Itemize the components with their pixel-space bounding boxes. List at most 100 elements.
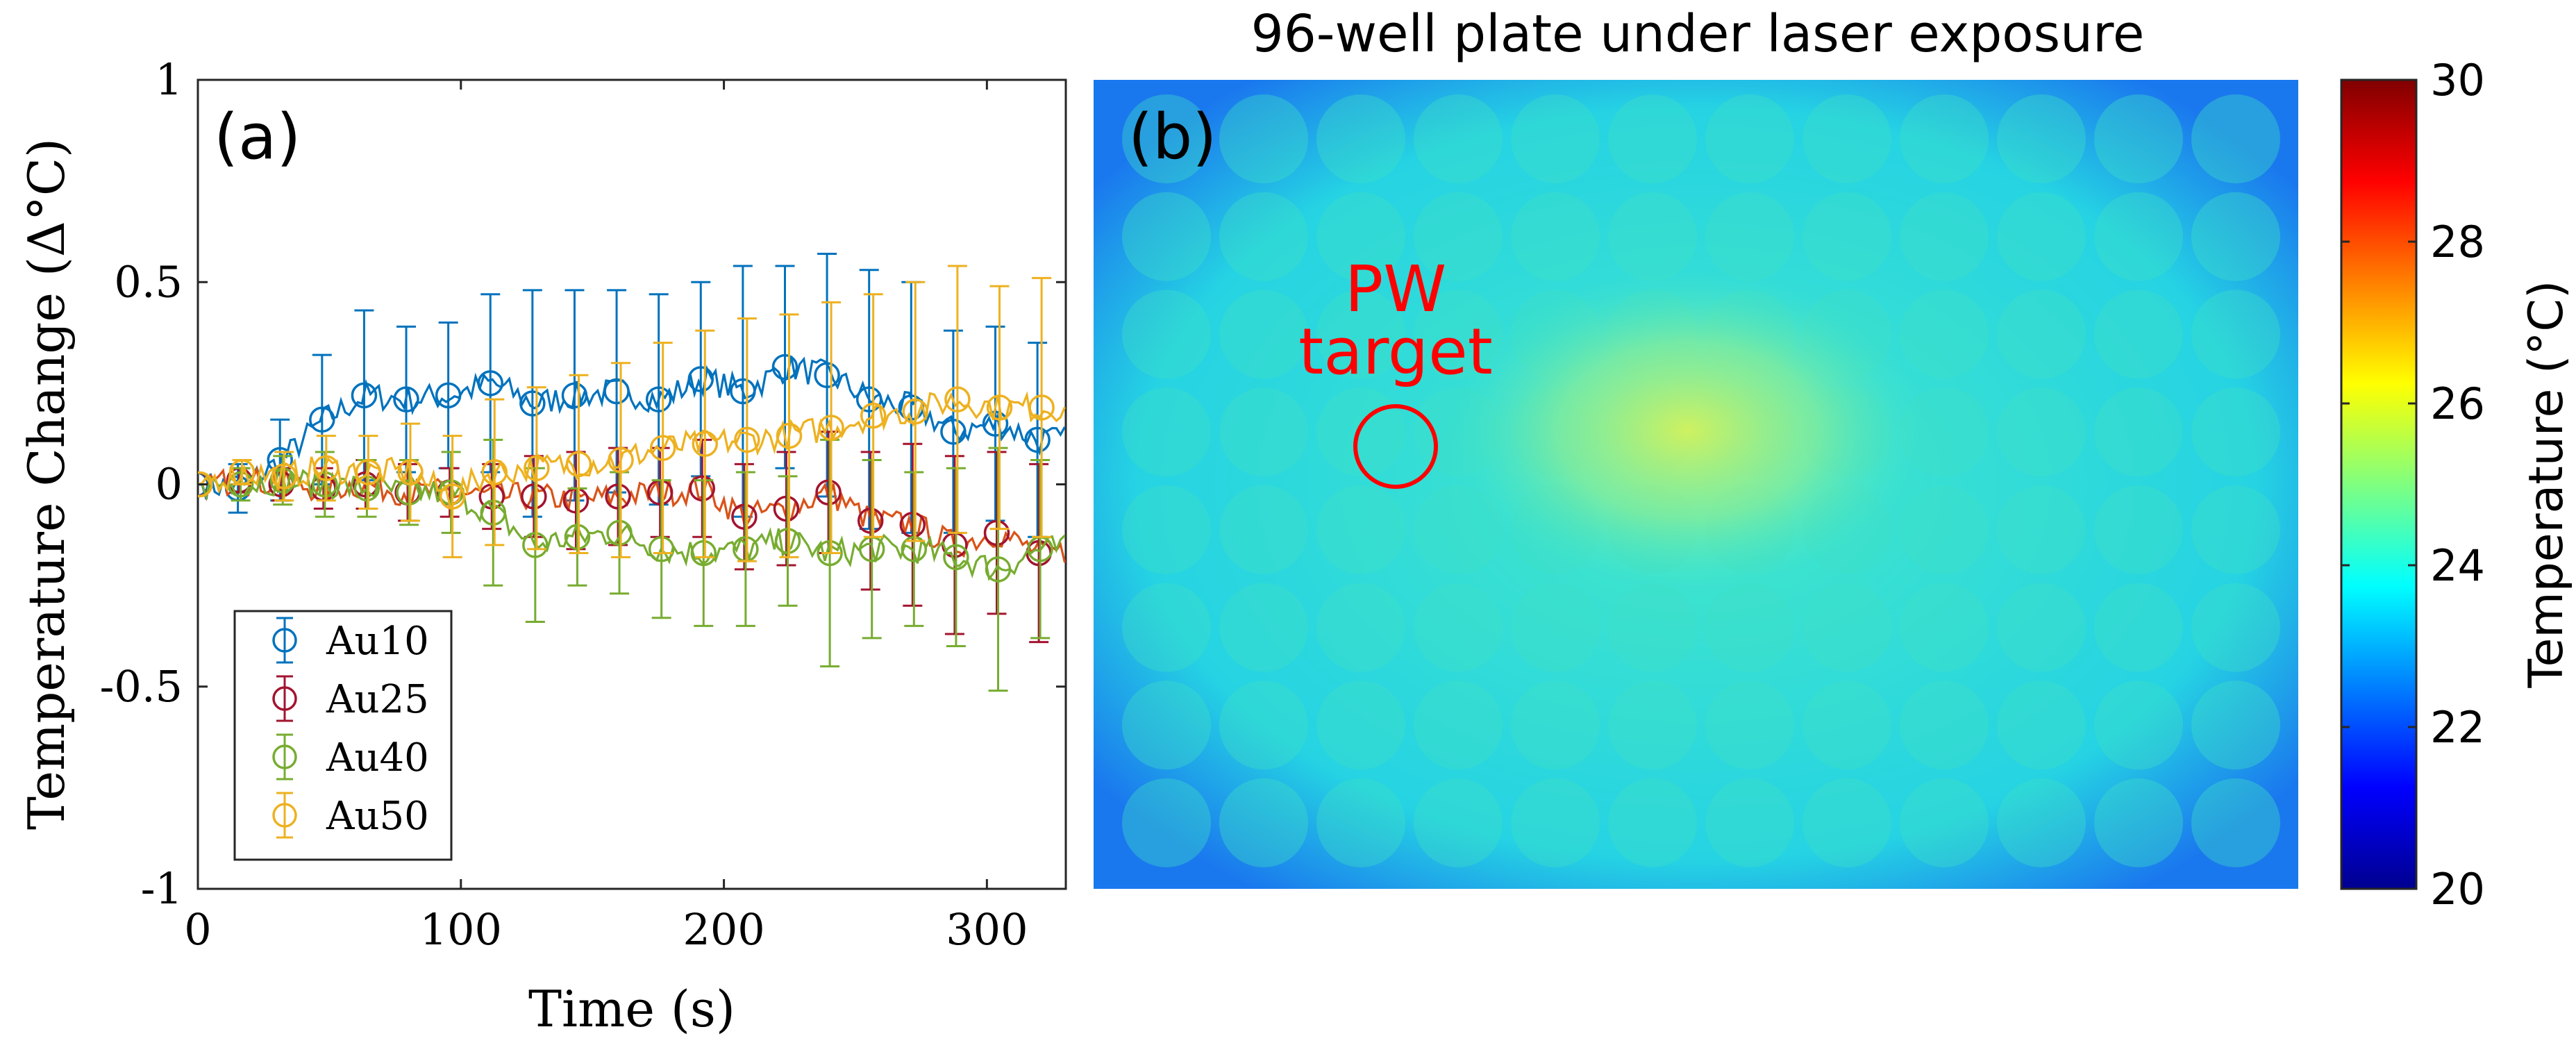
well — [1316, 681, 1405, 770]
well — [1900, 192, 1989, 281]
data-point — [524, 455, 550, 481]
colorbar-tick-label: 20 — [2430, 864, 2485, 915]
well — [1511, 94, 1600, 183]
pw-target-circle — [1353, 404, 1438, 489]
well — [1803, 192, 1891, 281]
well — [1219, 681, 1308, 770]
well — [1997, 485, 2086, 574]
well — [1219, 192, 1308, 281]
well — [1705, 94, 1794, 183]
data-point — [817, 540, 843, 567]
well — [2094, 290, 2183, 379]
series-au50 — [198, 265, 1066, 562]
well — [1122, 192, 1211, 281]
data-point — [734, 426, 760, 453]
well — [1511, 583, 1600, 672]
data-point — [198, 471, 213, 498]
y-tick-label: 0 — [156, 459, 183, 510]
colorbar-tick-label: 30 — [2430, 55, 2485, 106]
data-point — [522, 532, 549, 558]
well — [1219, 290, 1308, 379]
data-point — [477, 370, 503, 397]
legend-box — [233, 610, 453, 861]
data-point — [397, 459, 424, 485]
well — [2094, 485, 2183, 574]
data-point — [901, 535, 928, 562]
y-tick-label: -1 — [141, 863, 183, 914]
legend-label: Au40 — [326, 735, 429, 781]
well — [1414, 583, 1503, 672]
pw-target-label-line2: target — [1298, 315, 1493, 389]
well — [1803, 583, 1891, 672]
series-line — [198, 391, 1066, 510]
x-tick-label: 100 — [420, 904, 502, 955]
well — [2191, 94, 2280, 183]
well — [1511, 778, 1600, 867]
well — [2094, 583, 2183, 672]
well — [1414, 485, 1503, 574]
x-axis-label: Time (s) — [528, 980, 735, 1038]
legend-label: Au10 — [326, 619, 429, 664]
panel-a-line-chart: 0 100 200 300 -1 -0.5 0 0.5 1 (a) Time (s) Tempe… — [17, 54, 1067, 1038]
well — [1803, 778, 1891, 867]
well — [1414, 192, 1503, 281]
well — [2191, 485, 2280, 574]
panel-label-a: (a) — [214, 101, 301, 174]
legend-marker — [272, 803, 297, 828]
x-tick-label: 0 — [184, 904, 211, 955]
data-point — [606, 519, 633, 546]
colorbar: 20 22 24 26 28 30 Temperature (°C) — [2340, 55, 2574, 915]
well — [1316, 192, 1405, 281]
legend-item-au40: Au40 — [272, 733, 429, 781]
data-point — [902, 398, 929, 425]
series-line — [198, 465, 1066, 563]
well — [1997, 192, 2086, 281]
legend-item-au50: Au50 — [272, 792, 429, 839]
data-point — [1024, 426, 1051, 453]
data-point — [648, 535, 675, 562]
well — [2191, 290, 2280, 379]
data-point — [986, 394, 1013, 421]
well — [1122, 387, 1211, 477]
well — [1122, 485, 1211, 574]
well — [1122, 778, 1211, 867]
well — [1608, 681, 1697, 770]
data-point — [690, 540, 717, 567]
colorbar-tick-label: 28 — [2430, 217, 2485, 267]
well — [1997, 94, 2086, 183]
well — [2094, 681, 2183, 770]
well — [1900, 583, 1989, 672]
well — [1900, 387, 1989, 477]
well — [1122, 681, 1211, 770]
heatmap-title: 96-well plate under laser exposure — [1251, 4, 2145, 64]
data-point — [687, 366, 714, 392]
well — [1316, 583, 1405, 672]
data-point — [521, 483, 547, 510]
colorbar-tick-label: 24 — [2430, 540, 2485, 591]
data-point — [605, 483, 631, 510]
well — [1511, 192, 1600, 281]
legend-item-au10: Au10 — [272, 617, 429, 664]
well — [1608, 583, 1697, 672]
data-point — [857, 508, 884, 534]
data-point — [355, 459, 382, 485]
hot-spot — [1451, 271, 1923, 590]
data-point — [351, 382, 378, 409]
well — [1900, 94, 1989, 183]
legend-item-au25: Au25 — [272, 675, 429, 722]
well — [1705, 778, 1794, 867]
data-point — [773, 495, 800, 522]
well — [2094, 387, 2183, 477]
y-tick-label: 1 — [156, 54, 183, 105]
data-point — [228, 459, 256, 485]
y-tick-label: 0.5 — [114, 256, 183, 307]
well — [1219, 583, 1308, 672]
well — [1997, 681, 2086, 770]
data-point — [312, 471, 338, 498]
well — [1705, 583, 1794, 672]
well — [1997, 778, 2086, 867]
well — [1316, 485, 1405, 574]
data-point — [439, 483, 466, 510]
well — [2191, 583, 2280, 672]
